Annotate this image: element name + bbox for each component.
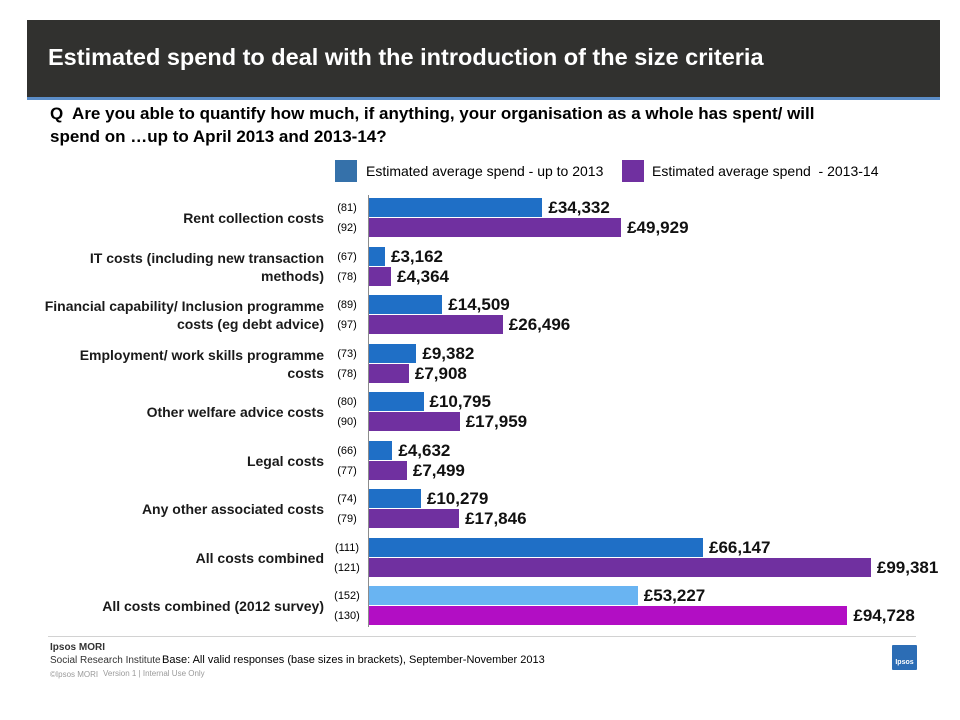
category-label-it-costs-including-new-transaction-methods: IT costs (including new transaction meth… (89, 249, 324, 284)
bar-series-1-legal-costs (369, 441, 393, 460)
base-size-label-series-1-it-costs-including-new-transaction-methods: (67) (337, 250, 357, 263)
base-size-label-series-2-financial-capability-inclusion-programme-costs-eg-debt-advice: (97) (337, 318, 357, 331)
bar-series-1-all-costs-combined-2012-survey (369, 586, 638, 605)
base-size-label-series-2-legal-costs: (77) (337, 464, 357, 477)
bar-series-1-rent-collection-costs (369, 198, 543, 217)
value-label-series-2-rent-collection-costs: £49,929 (627, 217, 689, 237)
bar-series-2-other-welfare-advice-costs (369, 412, 460, 431)
bar-series-2-rent-collection-costs (369, 218, 622, 237)
value-label-series-2-it-costs-including-new-transaction-methods: £4,364 (397, 266, 449, 286)
base-note: Base: All valid responses (base sizes in… (162, 654, 545, 666)
base-size-label-series-2-it-costs-including-new-transaction-methods: (78) (337, 270, 357, 283)
bar-series-2-financial-capability-inclusion-programme-costs-eg-debt-advice (369, 315, 503, 334)
brand-name: Ipsos MORI (50, 642, 106, 653)
bar-series-1-other-welfare-advice-costs (369, 392, 424, 411)
base-size-label-series-1-other-welfare-advice-costs: (80) (337, 395, 357, 408)
base-size-label-series-2-rent-collection-costs: (92) (337, 221, 357, 234)
base-size-label-series-2-any-other-associated-costs: (79) (337, 512, 357, 525)
value-label-series-2-all-costs-combined-2012-survey: £94,728 (853, 605, 915, 625)
value-label-series-1-financial-capability-inclusion-programme-costs-eg-debt-advice: £14,509 (448, 294, 510, 314)
bar-series-2-legal-costs (369, 461, 407, 480)
base-size-label-series-1-all-costs-combined: (111) (334, 541, 360, 554)
value-label-series-1-all-costs-combined-2012-survey: £53,227 (643, 585, 706, 605)
category-label-employment-work-skills-programme-costs: Employment/ work skills programme costs (79, 346, 324, 381)
base-size-label-series-1-employment-work-skills-programme-costs: (73) (337, 347, 357, 360)
bar-series-1-any-other-associated-costs (369, 489, 421, 508)
title-bar-accent-line (27, 97, 940, 100)
base-size-label-series-1-all-costs-combined-2012-survey: (152) (334, 589, 360, 602)
base-size-label-series-1-financial-capability-inclusion-programme-costs-eg-debt-advice: (89) (337, 298, 357, 311)
category-label-any-other-associated-costs: Any other associated costs (141, 500, 324, 517)
brand-division: Social Research Institute (50, 655, 161, 666)
footer-divider (48, 636, 916, 637)
bar-series-2-all-costs-combined (369, 558, 871, 577)
category-label-legal-costs: Legal costs (246, 452, 324, 469)
category-label-financial-capability-inclusion-programme-costs-eg-debt-advice: Financial capability/ Inclusion programm… (44, 297, 324, 332)
value-label-series-2-any-other-associated-costs: £17,846 (465, 508, 527, 528)
value-label-series-1-any-other-associated-costs: £10,279 (426, 488, 489, 508)
base-size-label-series-1-legal-costs: (66) (337, 444, 357, 457)
category-label-other-welfare-advice-costs: Other welfare advice costs (146, 403, 324, 420)
title-bar (27, 20, 940, 97)
value-label-series-1-legal-costs: £4,632 (398, 440, 451, 460)
legend-swatch-series-1 (335, 160, 357, 182)
bar-series-2-any-other-associated-costs (369, 509, 460, 528)
category-label-all-costs-combined-2012-survey: All costs combined (2012 survey) (102, 597, 324, 614)
category-axis-line (368, 195, 369, 627)
base-size-label-series-2-all-costs-combined: (121) (334, 561, 360, 574)
base-size-label-series-2-other-welfare-advice-costs: (90) (337, 415, 357, 428)
legend-swatch-series-2 (622, 160, 644, 182)
base-size-label-series-2-all-costs-combined-2012-survey: (130) (334, 609, 360, 622)
legend-label-series-2: Estimated average spend - 2013-14 (652, 163, 879, 179)
value-label-series-1-it-costs-including-new-transaction-methods: £3,162 (391, 246, 443, 266)
base-size-label-series-1-any-other-associated-costs: (74) (337, 492, 357, 505)
bar-series-2-it-costs-including-new-transaction-methods (369, 267, 391, 286)
value-label-series-2-employment-work-skills-programme-costs: £7,908 (414, 363, 467, 383)
ipsos-logo: Ipsos (892, 645, 917, 670)
bar-series-1-financial-capability-inclusion-programme-costs-eg-debt-advice (369, 295, 443, 314)
slide-title: Estimated spend to deal with the introdu… (48, 44, 764, 70)
bar-series-1-employment-work-skills-programme-costs (369, 344, 417, 363)
base-size-label-series-1-rent-collection-costs: (81) (337, 201, 357, 214)
value-label-series-1-other-welfare-advice-costs: £10,795 (429, 391, 491, 411)
value-label-series-2-other-welfare-advice-costs: £17,959 (465, 411, 528, 431)
survey-question: Q Are you able to quantify how much, if … (50, 104, 815, 146)
value-label-series-1-rent-collection-costs: £34,332 (548, 197, 610, 217)
value-label-series-2-legal-costs: £7,499 (412, 460, 465, 480)
value-label-series-1-employment-work-skills-programme-costs: £9,382 (422, 343, 475, 363)
bar-series-1-it-costs-including-new-transaction-methods (369, 247, 385, 266)
value-label-series-2-financial-capability-inclusion-programme-costs-eg-debt-advice: £26,496 (508, 314, 571, 334)
legend-label-series-1: Estimated average spend - up to 2013 (366, 163, 604, 179)
copyright-notice: ©Ipsos MORI (50, 670, 99, 679)
value-label-series-1-all-costs-combined: £66,147 (709, 537, 771, 557)
logo-text: Ipsos (895, 659, 914, 666)
category-label-all-costs-combined: All costs combined (195, 549, 324, 566)
value-label-series-2-all-costs-combined: £99,381 (876, 557, 939, 577)
bar-series-2-all-costs-combined-2012-survey (369, 606, 848, 625)
bar-series-1-all-costs-combined (369, 538, 703, 557)
bar-series-2-employment-work-skills-programme-costs (369, 364, 409, 383)
base-size-label-series-2-employment-work-skills-programme-costs: (78) (337, 367, 357, 380)
category-label-rent-collection-costs: Rent collection costs (183, 209, 324, 226)
version-label: Version 1 | Internal Use Only (103, 669, 205, 678)
bar-chart: Rent collection costs £34,332 (81) £49,929 (… (44, 195, 939, 627)
